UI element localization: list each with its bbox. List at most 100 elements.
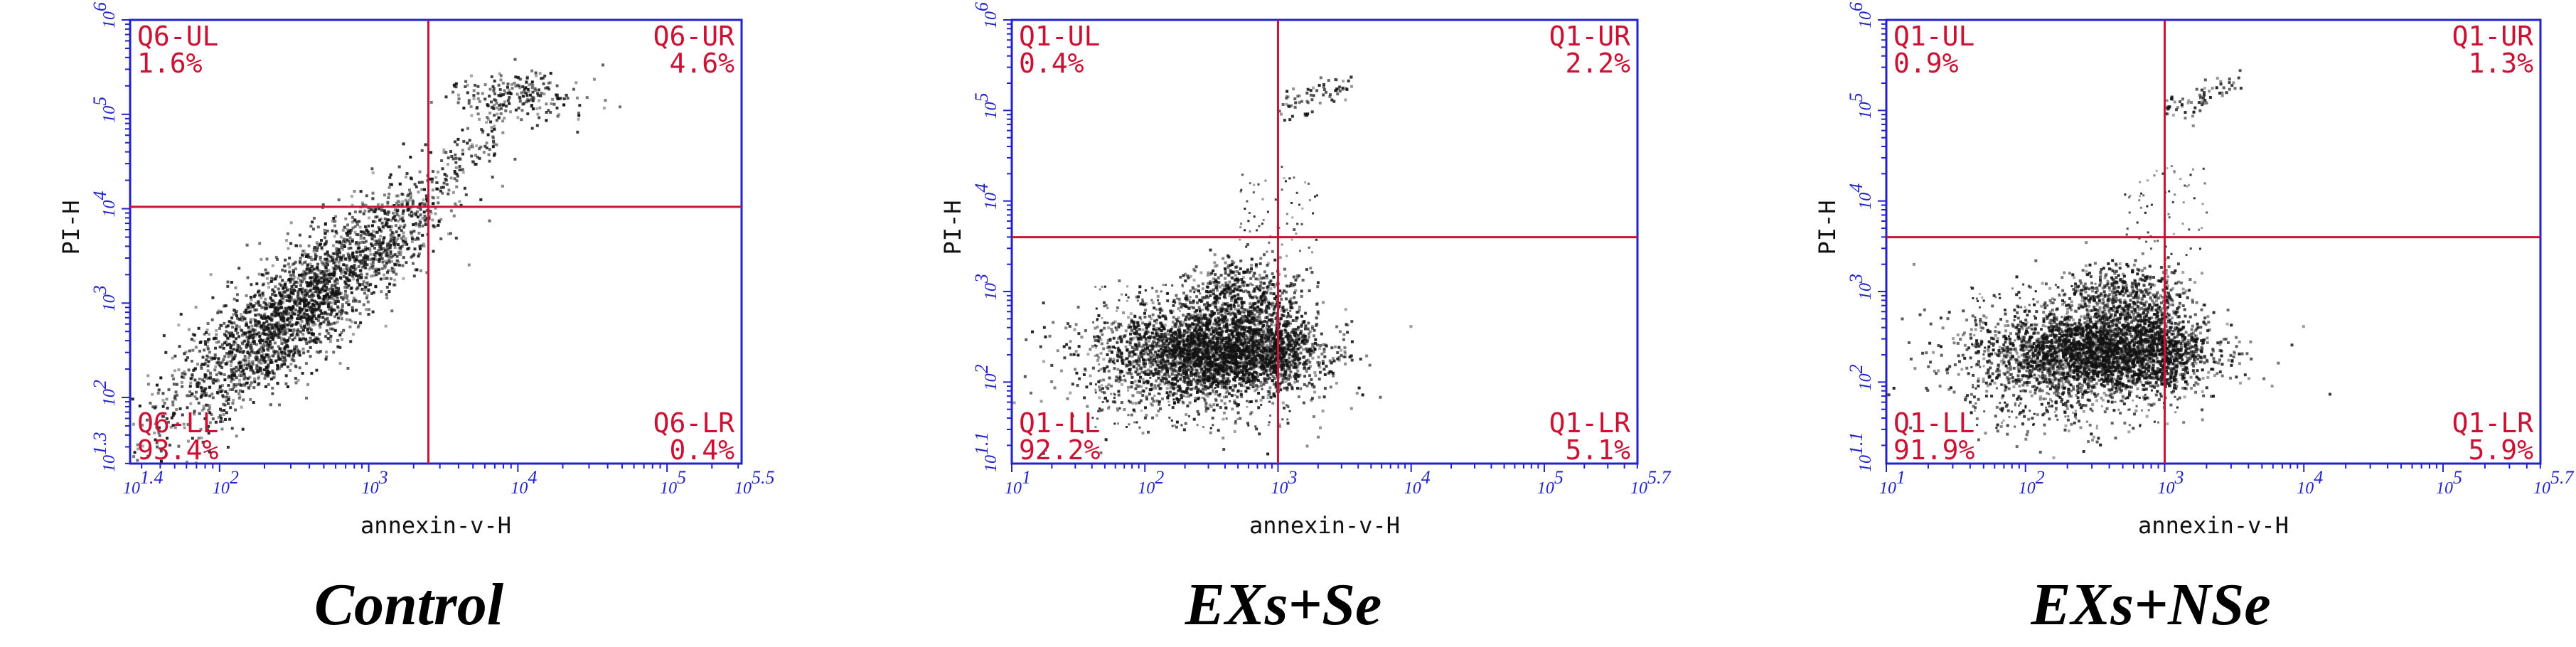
event-dot — [309, 225, 313, 228]
event-dot — [258, 242, 262, 245]
event-dot — [301, 262, 304, 266]
event-dot — [1194, 374, 1197, 378]
event-dot — [208, 450, 211, 454]
event-dot — [324, 311, 327, 314]
event-dot — [1304, 324, 1308, 327]
event-dot — [309, 336, 312, 340]
event-dot — [1179, 357, 1182, 360]
event-dot — [255, 324, 259, 328]
event-dot — [381, 260, 385, 264]
event-dot — [454, 236, 458, 240]
event-dot — [303, 312, 306, 315]
event-dot — [1278, 351, 1282, 355]
event-dot — [264, 353, 268, 357]
event-dot — [397, 226, 401, 230]
event-dot — [156, 445, 159, 449]
event-dot — [386, 203, 390, 206]
event-dot — [381, 241, 385, 245]
event-dot — [324, 266, 328, 269]
event-dot — [260, 358, 263, 362]
event-dot — [535, 107, 538, 110]
event-dot — [232, 313, 235, 316]
event-dot — [1336, 351, 1340, 354]
event-dot — [210, 380, 214, 383]
event-dot — [165, 417, 169, 420]
event-dot — [201, 409, 204, 412]
event-dot — [1194, 373, 1197, 376]
event-dot — [389, 250, 392, 254]
event-dot — [323, 289, 326, 293]
event-dot — [345, 296, 348, 300]
event-dot — [299, 309, 302, 312]
event-dot — [316, 282, 319, 286]
event-dot — [252, 386, 256, 390]
event-dot — [319, 309, 323, 313]
event-dot — [422, 204, 426, 208]
event-dot — [233, 371, 237, 375]
event-dot — [205, 377, 209, 380]
event-dot — [545, 86, 549, 89]
event-dot — [317, 296, 321, 299]
event-dot — [208, 394, 212, 397]
event-dot — [1232, 349, 1236, 353]
event-dot — [284, 312, 288, 316]
event-dot — [498, 104, 501, 107]
event-dot — [336, 305, 339, 309]
event-dot — [237, 365, 240, 368]
event-dot — [1161, 358, 1165, 361]
event-dot — [1110, 322, 1113, 326]
event-dot — [417, 181, 421, 184]
quadrant-ll-percent: 93.4% — [137, 434, 219, 466]
event-dot — [410, 255, 413, 259]
event-dot — [342, 254, 345, 257]
event-dot — [402, 256, 405, 260]
event-dot — [1165, 343, 1169, 347]
event-dot — [373, 243, 377, 246]
event-dot — [225, 411, 228, 415]
event-dot — [298, 233, 301, 237]
event-dot — [1343, 355, 1347, 358]
event-dot — [402, 225, 406, 229]
event-dot — [1215, 327, 1219, 331]
event-dot — [220, 324, 223, 328]
event-dot — [146, 383, 150, 386]
event-dot — [270, 319, 274, 322]
event-dot — [1162, 335, 1165, 338]
event-dot — [274, 350, 277, 353]
event-dot — [227, 384, 230, 387]
event-dot — [359, 210, 363, 213]
event-dot — [366, 230, 370, 234]
event-dot — [262, 357, 266, 360]
event-dot — [1249, 302, 1252, 306]
event-dot — [447, 192, 450, 196]
event-dot — [313, 274, 316, 278]
event-dot — [257, 313, 260, 316]
event-dot — [260, 350, 264, 353]
event-dot — [236, 349, 240, 353]
event-dot — [246, 350, 250, 353]
event-dot — [466, 127, 469, 130]
event-dot — [247, 311, 251, 314]
event-dot — [340, 317, 343, 321]
event-dot — [261, 347, 264, 350]
event-dot — [1218, 371, 1222, 375]
event-dot — [349, 340, 353, 343]
event-dot — [294, 308, 297, 311]
event-dot — [242, 367, 245, 370]
event-dot — [424, 223, 427, 226]
event-dot — [223, 304, 226, 308]
event-dot — [232, 398, 235, 402]
event-dot — [382, 238, 385, 242]
event-dot — [263, 341, 267, 344]
event-dot — [231, 333, 235, 337]
event-dot — [1234, 384, 1237, 387]
event-dot — [230, 321, 233, 325]
event-dot — [215, 361, 218, 365]
event-dot — [273, 311, 277, 314]
event-dot — [213, 356, 217, 360]
event-dot — [208, 385, 212, 389]
event-dot — [515, 92, 519, 96]
event-dot — [304, 339, 308, 343]
event-dot — [1216, 324, 1219, 328]
event-dot — [411, 254, 414, 257]
